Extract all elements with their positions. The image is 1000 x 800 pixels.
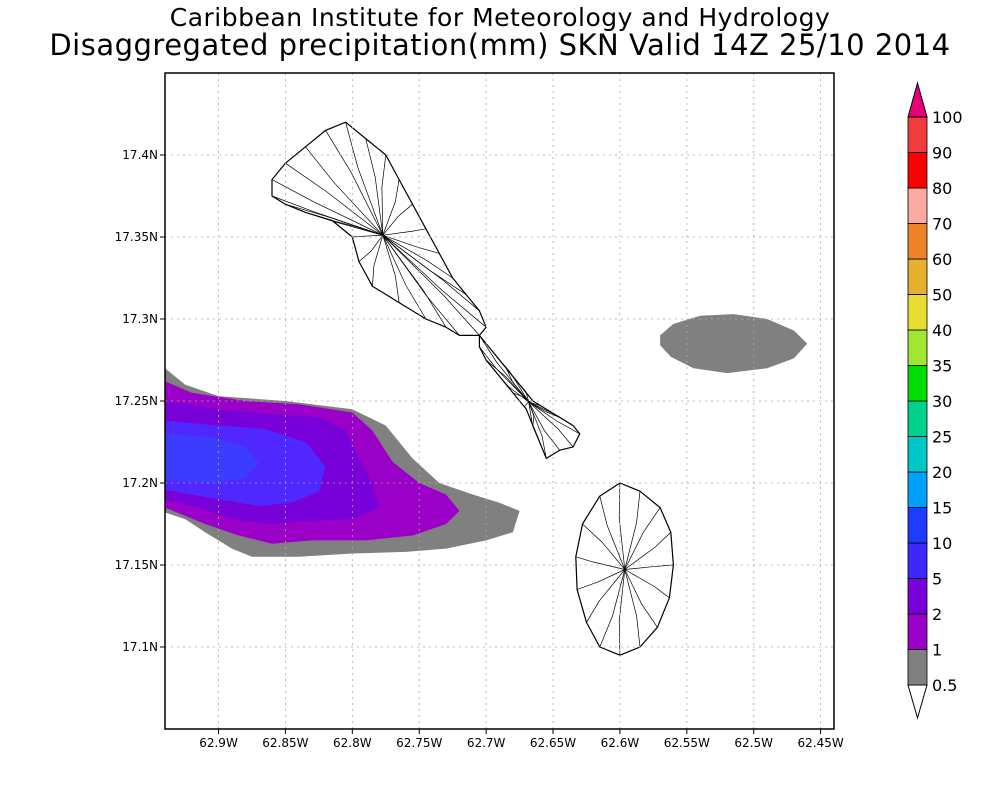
colorbar-label: 100 [932,108,963,127]
island-st-kitts-peninsula [478,334,581,459]
precip-region-0_5-1 [660,314,808,374]
colorbar-label: 5 [932,570,942,589]
lat-tick-label: 17.35N [115,230,158,244]
lat-tick-label: 17.3N [122,312,158,326]
colorbar-label: 40 [932,321,952,340]
colorbar-segment [907,365,928,402]
colorbar-segment [907,187,928,224]
colorbar-segment [907,152,928,189]
lon-tick-label: 62.6W [601,736,640,750]
colorbar-segment [907,471,928,508]
colorbar-segment [907,223,928,260]
colorbar-segment [907,400,928,437]
lat-tick-label: 17.1N [122,640,158,654]
colorbar-label: 50 [932,286,952,305]
colorbar-segment [907,294,928,331]
colorbar-label: 80 [932,179,952,198]
colorbar-label: 60 [932,250,952,269]
colorbar-label: 1 [932,641,942,660]
colorbar-label: 15 [932,499,952,518]
colorbar-label: 30 [932,392,952,411]
colorbar-segment [907,258,928,295]
colorbar-label: 35 [932,357,952,376]
island-nevis [575,482,675,656]
lon-tick-label: 62.75W [396,736,442,750]
colorbar-label: 90 [932,144,952,163]
colorbar-segment [907,613,928,650]
lon-tick-label: 62.65W [530,736,576,750]
longitude-axis: 62.9W 62.85W 62.8W 62.75W 62.7W 62.65W 62.6W 62… [199,729,844,750]
colorbar-label: 70 [932,215,952,234]
precip-region-10-5 [165,433,259,483]
colorbar-over-triangle [907,81,928,118]
colorbar-segment [907,116,928,153]
colorbar-label: 10 [932,534,952,553]
colorbar-label: 20 [932,463,952,482]
colorbar-label: 2 [932,605,942,624]
colorbar-segment [907,578,928,615]
lon-tick-label: 62.85W [262,736,308,750]
lon-tick-label: 62.55W [664,736,710,750]
lat-tick-label: 17.25N [115,394,158,408]
grid-layer [165,73,834,729]
lon-tick-label: 62.5W [734,736,773,750]
colorbar-segment [907,507,928,544]
island-layer [271,121,675,656]
lat-tick-label: 17.2N [122,476,158,490]
latitude-axis: 17.4N 17.35N 17.3N 17.25N 17.2N 17.15N 17.1N [115,148,165,654]
lat-tick-label: 17.15N [115,558,158,572]
lon-tick-label: 62.8W [333,736,372,750]
lat-tick-label: 17.4N [122,148,158,162]
colorbar-segment [907,649,928,686]
colorbar-segment [907,329,928,366]
colorbar-segment [907,542,928,579]
chart-subtitle: Disaggregated precipitation(mm) SKN Vali… [49,28,951,62]
colorbar-under-triangle [907,684,928,720]
lon-tick-label: 62.9W [199,736,238,750]
island-st-kitts [271,121,487,336]
precipitation-layer [165,314,808,557]
colorbar-label: 0.5 [932,676,957,695]
lon-tick-label: 62.45W [798,736,844,750]
lon-tick-label: 62.7W [467,736,506,750]
colorbar-segment [907,436,928,473]
colorbar-label: 25 [932,428,952,447]
chart-title: Caribbean Institute for Meteorology and … [169,3,831,32]
